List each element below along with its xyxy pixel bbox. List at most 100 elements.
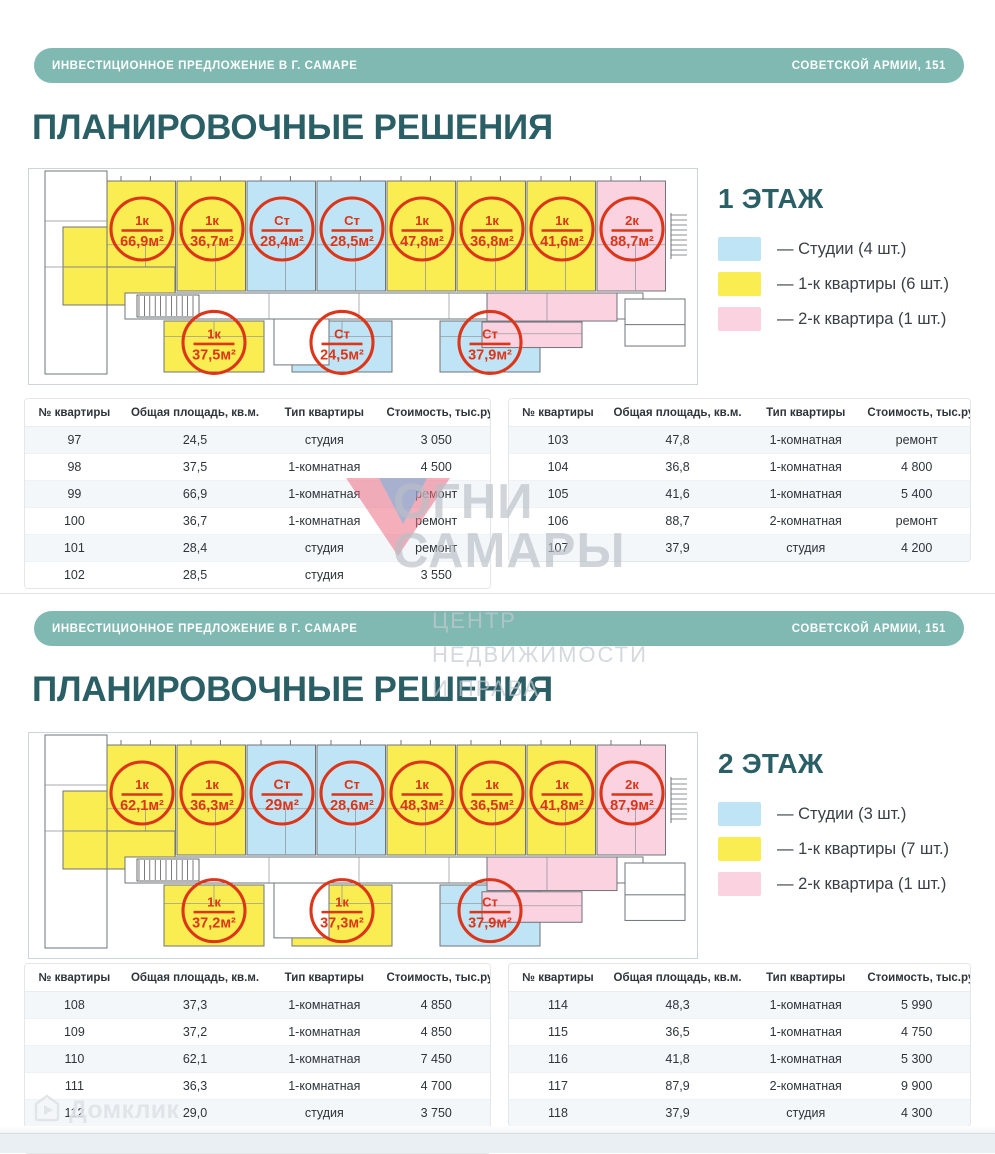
- cell-0: 101: [25, 534, 124, 562]
- column-header-0: № квартиры: [509, 964, 607, 992]
- cell-3: 4 300: [863, 1099, 970, 1126]
- svg-text:1к: 1к: [555, 777, 569, 792]
- svg-text:1к: 1к: [207, 326, 221, 341]
- cell-0: 105: [509, 480, 607, 508]
- table-row[interactable]: 101 28,4 студия ремонт: [25, 534, 490, 562]
- legend-1-item-studio: — Студии (4 шт.): [718, 237, 949, 261]
- section-1-title: ПЛАНИРОВОЧНЫЕ РЕШЕНИЯ: [32, 108, 553, 147]
- apartments-table-1-right[interactable]: № квартиры Общая площадь, кв.м. Тип кварти…: [508, 398, 971, 562]
- cell-3: 4 200: [863, 534, 970, 561]
- table-row[interactable]: 102 28,5 студия 3 550: [25, 561, 490, 588]
- cell-1: 36,5: [607, 1018, 749, 1046]
- table-row[interactable]: 99 66,9 1-комнатная ремонт: [25, 480, 490, 508]
- plan-callout[interactable]: Ст 28,4м²: [249, 196, 315, 262]
- plan-callout[interactable]: Ст 28,6м²: [319, 760, 385, 826]
- plan-callout[interactable]: Ст 29м²: [249, 760, 315, 826]
- plan-callout[interactable]: Ст 24,5м²: [309, 309, 375, 375]
- cell-0: 100: [25, 507, 124, 535]
- svg-text:41,6м²: 41,6м²: [540, 234, 584, 250]
- cell-2: 1-комнатная: [266, 1072, 383, 1100]
- floor-plan-2[interactable]: 1к 62,1м² 1к 36,3м² Ст 29м² Ст 28,6м² 1к…: [28, 732, 698, 959]
- svg-text:36,3м²: 36,3м²: [190, 798, 234, 814]
- plan-callout[interactable]: 1к 62,1м²: [109, 760, 175, 826]
- column-header-1: Общая площадь, кв.м.: [607, 399, 749, 427]
- cell-3: 9 900: [863, 1072, 970, 1100]
- floor-plan-1[interactable]: 1к 66,9м² 1к 36,7м² Ст 28,4м² Ст 28,5м² …: [28, 168, 698, 385]
- plan-callout[interactable]: 1к 37,5м²: [181, 309, 247, 375]
- plan-callout[interactable]: 1к 47,8м²: [389, 196, 455, 262]
- plan-callout[interactable]: Ст 37,9м²: [457, 309, 523, 375]
- cell-0: 108: [25, 991, 124, 1019]
- table-row[interactable]: 108 37,3 1-комнатная 4 850: [25, 991, 490, 1019]
- table-row[interactable]: 117 87,9 2-комнатная 9 900: [509, 1072, 970, 1100]
- cell-1: 37,9: [607, 534, 749, 561]
- table-row[interactable]: 111 36,3 1-комнатная 4 700: [25, 1072, 490, 1100]
- table-row[interactable]: 98 37,5 1-комнатная 4 500: [25, 453, 490, 481]
- table-row[interactable]: 97 24,5 студия 3 050: [25, 426, 490, 454]
- table-row[interactable]: 100 36,7 1-комнатная ремонт: [25, 507, 490, 535]
- cell-1: 37,2: [123, 1018, 267, 1046]
- plan-callout[interactable]: 1к 36,8м²: [459, 196, 525, 262]
- table-row[interactable]: 114 48,3 1-комнатная 5 990: [509, 991, 970, 1019]
- table-row[interactable]: 106 88,7 2-комнатная ремонт: [509, 507, 970, 535]
- cell-2: 1-комнатная: [266, 991, 383, 1019]
- table-row[interactable]: 112 29,0 студия 3 750: [25, 1099, 490, 1127]
- section-divider: [0, 593, 995, 594]
- cell-2: 1-комнатная: [748, 426, 864, 454]
- table-row[interactable]: 110 62,1 1-комнатная 7 450: [25, 1045, 490, 1073]
- svg-text:36,7м²: 36,7м²: [190, 234, 234, 250]
- next-page-strip: [0, 1133, 995, 1153]
- plan-callout[interactable]: 1к 37,3м²: [309, 878, 375, 944]
- cell-1: 41,6: [607, 480, 749, 508]
- svg-text:37,5м²: 37,5м²: [192, 347, 236, 363]
- apartments-table-1-left[interactable]: № квартиры Общая площадь, кв.м. Тип кварти…: [24, 398, 491, 589]
- legend-swatch-2k: [718, 307, 761, 331]
- legend-label-studio: — Студии (4 шт.): [777, 239, 907, 258]
- apartments-table-2-left[interactable]: № квартиры Общая площадь, кв.м. Тип кварти…: [24, 963, 491, 1154]
- svg-text:1к: 1к: [415, 777, 429, 792]
- table-row[interactable]: 105 41,6 1-комнатная 5 400: [509, 480, 970, 508]
- plan-callout[interactable]: Ст 28,5м²: [319, 196, 385, 262]
- plan-callout[interactable]: 1к 36,5м²: [459, 760, 525, 826]
- table-row[interactable]: 107 37,9 студия 4 200: [509, 534, 970, 561]
- cell-0: 98: [25, 453, 124, 481]
- plan-callout[interactable]: 1к 48,3м²: [389, 760, 455, 826]
- table-row[interactable]: 104 36,8 1-комнатная 4 800: [509, 453, 970, 481]
- table-row[interactable]: 109 37,2 1-комнатная 4 850: [25, 1018, 490, 1046]
- table-row[interactable]: 103 47,8 1-комнатная ремонт: [509, 426, 970, 454]
- svg-text:37,9м²: 37,9м²: [468, 347, 512, 363]
- plan-callout[interactable]: 1к 36,3м²: [179, 760, 245, 826]
- cell-0: 103: [509, 426, 607, 454]
- plan-callout[interactable]: 1к 36,7м²: [179, 196, 245, 262]
- cell-0: 118: [509, 1099, 607, 1126]
- cell-2: 1-комнатная: [748, 1045, 864, 1073]
- cell-3: 5 990: [863, 991, 970, 1019]
- plan-callout[interactable]: 1к 41,8м²: [529, 760, 595, 826]
- cell-2: 1-комнатная: [748, 480, 864, 508]
- plan-callout[interactable]: 1к 37,2м²: [181, 878, 247, 944]
- svg-text:1к: 1к: [485, 213, 499, 228]
- svg-text:1к: 1к: [485, 777, 499, 792]
- section-2-header-bar: ИНВЕСТИЦИОННОЕ ПРЕДЛОЖЕНИЕ В Г. САМАРЕ С…: [34, 611, 964, 646]
- legend-label-1k: — 1-к квартиры (6 шт.): [777, 274, 950, 293]
- table-row[interactable]: 115 36,5 1-комнатная 4 750: [509, 1018, 970, 1046]
- svg-text:2к: 2к: [625, 213, 639, 228]
- plan-callout[interactable]: Ст 37,9м²: [457, 878, 523, 944]
- cell-3: ремонт: [382, 480, 490, 508]
- plan-callout[interactable]: 2к 88,7м²: [599, 196, 665, 262]
- table-row[interactable]: 118 37,9 студия 4 300: [509, 1099, 970, 1126]
- cell-2: 1-комнатная: [266, 480, 383, 508]
- column-header-1: Общая площадь, кв.м.: [123, 399, 267, 427]
- apartments-table-2-right[interactable]: № квартиры Общая площадь, кв.м. Тип кварти…: [508, 963, 971, 1127]
- svg-text:37,9м²: 37,9м²: [468, 916, 512, 932]
- svg-text:Ст: Ст: [344, 213, 360, 228]
- table-row[interactable]: 116 41,8 1-комнатная 5 300: [509, 1045, 970, 1073]
- plan-callout[interactable]: 1к 66,9м²: [109, 196, 175, 262]
- plan-callout[interactable]: 1к 41,6м²: [529, 196, 595, 262]
- plan-callout[interactable]: 2к 87,9м²: [599, 760, 665, 826]
- column-header-0: № квартиры: [509, 399, 607, 427]
- column-header-1: Общая площадь, кв.м.: [607, 964, 749, 992]
- cell-3: 3 750: [382, 1099, 490, 1127]
- svg-text:36,8м²: 36,8м²: [470, 234, 514, 250]
- floor-plan-svg: 1к 62,1м² 1к 36,3м² Ст 29м² Ст 28,6м² 1к…: [29, 733, 697, 956]
